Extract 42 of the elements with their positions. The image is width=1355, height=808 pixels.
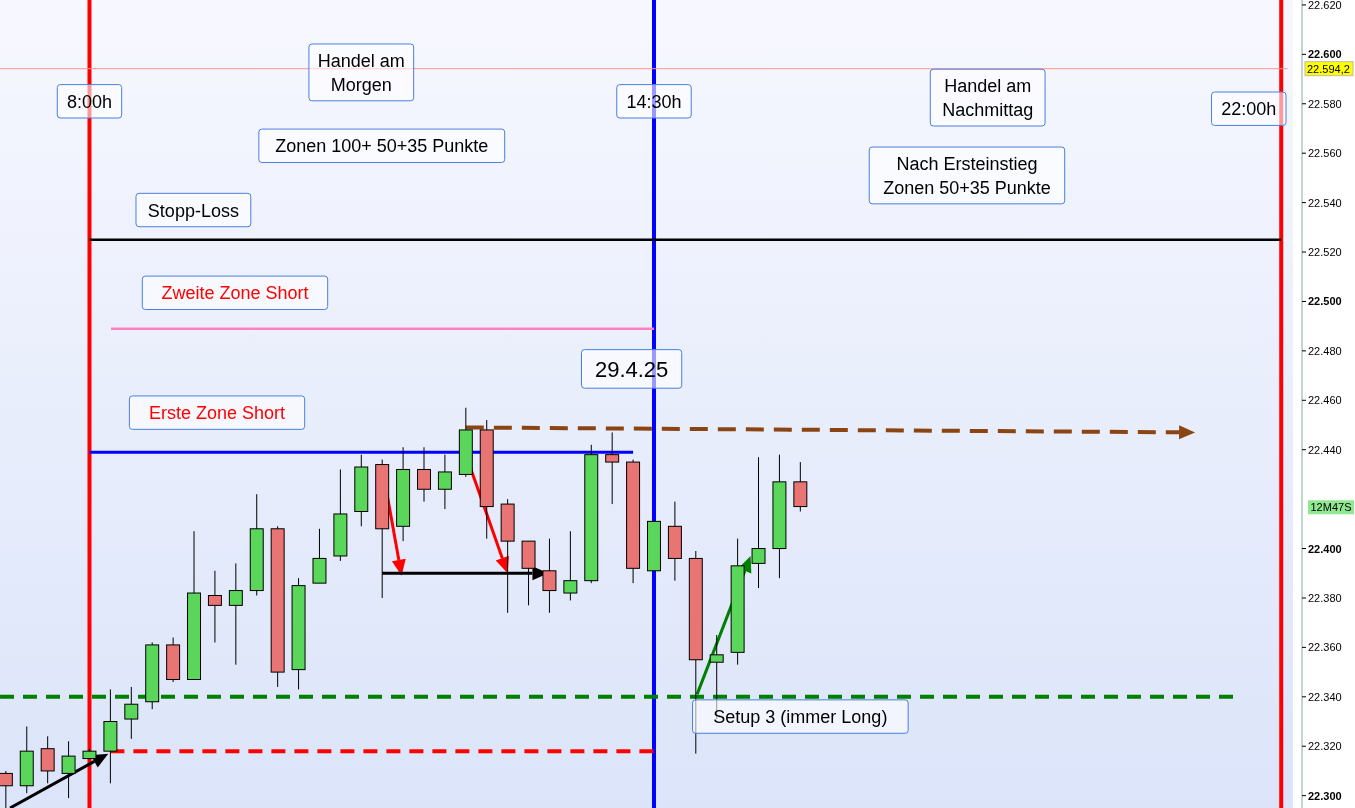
y-tick-label: 22.520 xyxy=(1308,246,1342,259)
y-tick-label: 22.480 xyxy=(1308,344,1342,357)
y-tick-label: 22.380 xyxy=(1308,591,1342,604)
candlestick xyxy=(61,740,76,799)
y-tick-label: 22.620 xyxy=(1308,0,1342,11)
annotation: Handel am Morgen xyxy=(317,51,405,95)
y-tick-label: 22.400 xyxy=(1308,542,1342,555)
annotation: 14:30h xyxy=(626,91,682,112)
y-tick-label: 22.360 xyxy=(1308,641,1342,654)
candlestick xyxy=(563,530,578,601)
candlestick xyxy=(40,735,55,784)
candlestick xyxy=(437,454,452,510)
y-tick-label: 22.560 xyxy=(1308,147,1342,160)
text: 12M47S xyxy=(1310,501,1352,514)
y-tick-label: 22.300 xyxy=(1308,789,1342,802)
ref-line-label: Stopp-Loss xyxy=(147,200,239,221)
y-tick-label: 22.460 xyxy=(1308,394,1342,407)
candlestick xyxy=(751,456,766,589)
annotation: Nach Ersteinstieg Zonen 50+35 Punkte xyxy=(883,154,1051,198)
y-tick-label: 22.440 xyxy=(1308,443,1342,456)
y-tick-label: 22.600 xyxy=(1308,48,1342,61)
ref-line-label: 22.594,2 xyxy=(1307,62,1350,75)
annotation: Setup 3 (immer Long) xyxy=(713,707,888,728)
ref-line-label: Zweite Zone Short xyxy=(161,283,309,304)
candlestick xyxy=(542,538,557,614)
candlestick xyxy=(0,770,13,808)
annotation: Zonen 100+ 50+35 Punkte xyxy=(275,136,489,157)
annotation: 8:00h xyxy=(66,91,113,112)
annotation: 22:00h xyxy=(1221,99,1277,120)
candlestick xyxy=(605,431,620,505)
candlestick xyxy=(417,446,431,503)
candlestick xyxy=(207,570,222,643)
y-tick-label: 22.320 xyxy=(1308,740,1342,753)
y-tick-label: 22.500 xyxy=(1308,295,1342,308)
annotation: 29.4.25 xyxy=(594,356,669,382)
ref-line-label: Erste Zone Short xyxy=(148,403,286,424)
candlestick xyxy=(124,686,139,740)
annotation: Handel am Nachmittag xyxy=(942,76,1034,120)
y-tick-label: 22.540 xyxy=(1308,196,1342,209)
y-tick-label: 22.580 xyxy=(1308,97,1342,110)
candlestick xyxy=(228,562,243,666)
y-tick-label: 22.340 xyxy=(1308,690,1342,703)
